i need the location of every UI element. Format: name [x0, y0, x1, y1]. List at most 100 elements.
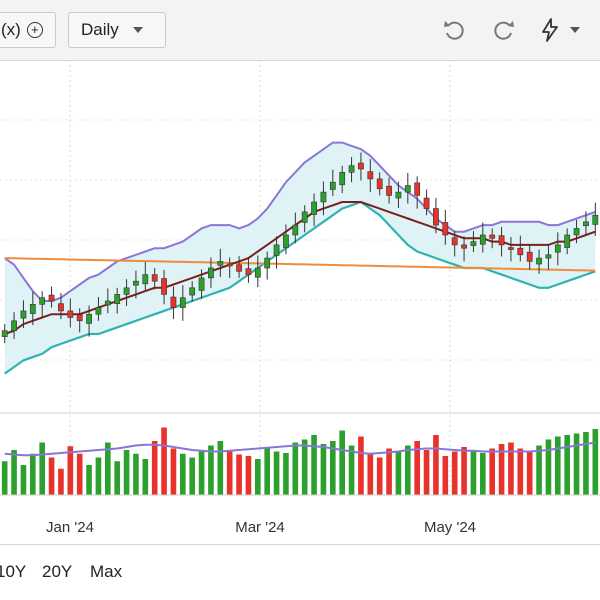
candle: [198, 269, 205, 299]
candle-body: [461, 244, 467, 249]
candle-body: [104, 300, 111, 306]
candle-body: [20, 310, 27, 319]
candle: [254, 255, 261, 288]
flash-menu-chevron-icon[interactable]: [570, 27, 580, 33]
interval-label: Daily: [81, 20, 119, 39]
interval-dropdown[interactable]: Daily: [68, 12, 166, 48]
candle: [433, 198, 439, 234]
candle-body: [123, 287, 130, 295]
candle: [11, 312, 17, 339]
candle-body: [479, 234, 486, 245]
volume-bar: [555, 436, 561, 495]
candle: [386, 177, 392, 204]
volume-bar: [208, 445, 214, 495]
candle-body: [179, 297, 186, 308]
candle: [123, 279, 130, 306]
candle-body: [442, 222, 449, 236]
candle-body: [348, 165, 355, 173]
candle-body: [161, 278, 167, 295]
candle: [517, 235, 524, 262]
candle-body: [404, 185, 411, 193]
volume-bar: [114, 461, 120, 495]
candle: [217, 248, 224, 277]
candle: [283, 224, 289, 255]
volume-bar: [395, 451, 402, 495]
candle: [564, 228, 571, 255]
candle-body: [76, 314, 83, 322]
candle: [479, 222, 486, 253]
candle-body: [11, 320, 17, 331]
range-20y-button[interactable]: 20Y: [42, 562, 73, 581]
candle: [489, 228, 496, 249]
candle: [592, 202, 599, 236]
candle: [292, 212, 299, 244]
volume-bar: [283, 453, 289, 495]
candle-body: [592, 214, 599, 225]
flash-icon[interactable]: [536, 16, 564, 44]
volume-bar: [142, 459, 149, 495]
candle-body: [301, 211, 308, 223]
volume-bar: [1, 461, 8, 495]
candle-body: [367, 171, 374, 180]
candle-body: [236, 264, 242, 272]
range-selector: 10Y 20Y Max: [0, 546, 600, 600]
undo-icon[interactable]: [440, 16, 468, 44]
volume-bar: [226, 450, 233, 495]
candle: [583, 211, 589, 236]
candle-body: [264, 257, 271, 269]
candle: [414, 176, 421, 209]
volume-bar: [470, 450, 477, 495]
candle-body: [114, 294, 121, 304]
x-tick-label: Jan '24: [46, 519, 94, 536]
range-10y-button[interactable]: 10Y: [0, 562, 27, 581]
candle: [301, 205, 308, 233]
candle-body: [498, 235, 505, 246]
candle-body: [517, 247, 524, 256]
candle-body: [208, 267, 214, 279]
volume-bar: [58, 468, 64, 495]
compare-label: (x): [1, 20, 21, 39]
volume-bar: [39, 442, 45, 495]
candle: [442, 209, 449, 245]
candle: [573, 219, 580, 244]
volume-bar: [583, 432, 589, 495]
candle-body: [48, 294, 55, 302]
candle: [104, 288, 111, 314]
volume-bar: [451, 451, 458, 495]
volume-bar: [517, 448, 524, 495]
candle-body: [423, 197, 430, 209]
candle: [1, 324, 8, 344]
candle: [76, 308, 83, 333]
volume-bar: [95, 457, 102, 495]
candle: [179, 285, 186, 321]
candle: [67, 298, 74, 328]
candle: [526, 245, 533, 270]
bollinger-upper-line: [4, 141, 596, 302]
candle: [273, 236, 280, 269]
volume-bar: [86, 465, 92, 495]
volume-bar: [11, 450, 17, 495]
candle-body: [86, 313, 92, 324]
candle-body: [226, 263, 233, 267]
candle-body: [58, 303, 64, 312]
range-max-button[interactable]: Max: [90, 562, 123, 581]
compare-button[interactable]: (x) +: [0, 12, 56, 48]
candle-body: [508, 247, 514, 250]
candle: [170, 286, 177, 320]
candle-body: [245, 268, 252, 275]
candlestick-series: [1, 152, 599, 344]
candle: [404, 172, 411, 204]
volume-bar: [423, 450, 430, 495]
candle: [329, 169, 336, 197]
volume-bar: [545, 439, 552, 495]
volume-bar: [180, 453, 186, 495]
redo-icon[interactable]: [490, 16, 518, 44]
price-chart[interactable]: Jan '24 Mar '24 May '24: [0, 60, 600, 544]
volume-bar: [330, 441, 336, 495]
candle-body: [133, 280, 139, 286]
volume-bar: [433, 435, 439, 495]
volume-bar: [461, 447, 467, 495]
candle-body: [273, 244, 280, 256]
candle: [554, 232, 561, 266]
candle-body: [376, 178, 383, 190]
